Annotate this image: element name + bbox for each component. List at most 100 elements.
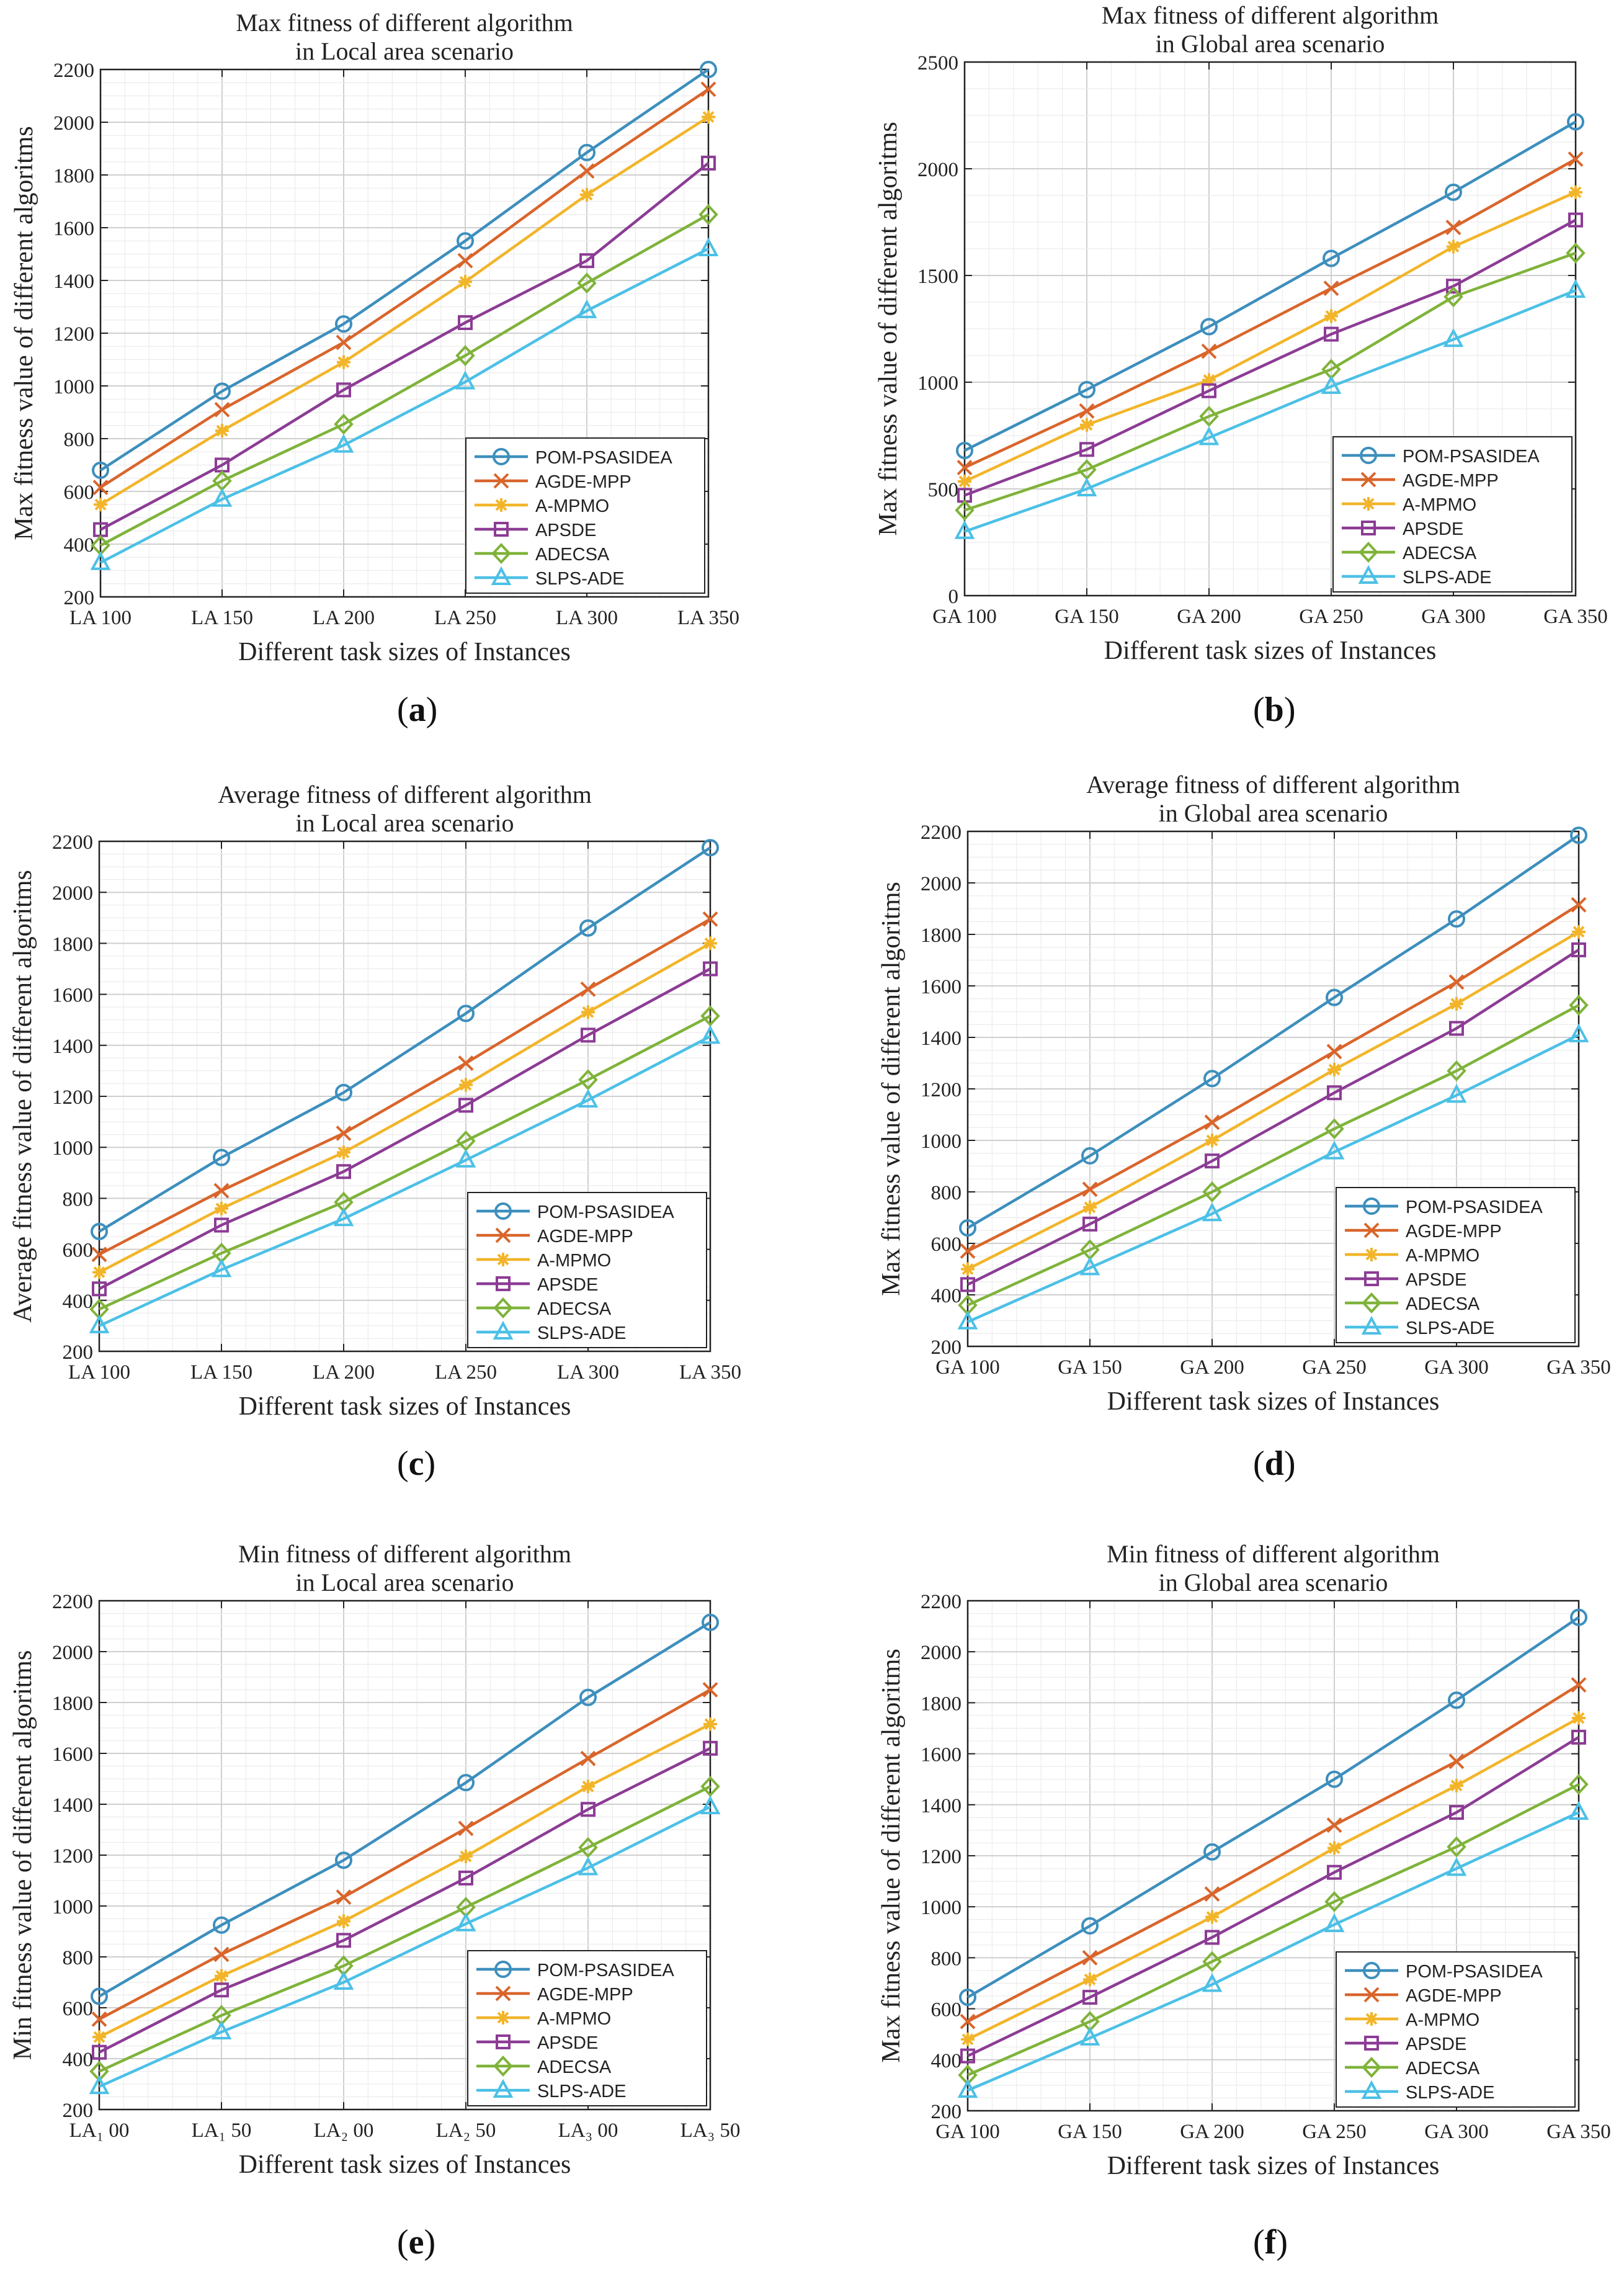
series-line <box>964 289 1576 533</box>
panel-letter: (a) <box>397 691 438 729</box>
data-point <box>1447 1060 1466 1081</box>
data-point <box>333 1207 354 1227</box>
data-point <box>581 1027 596 1043</box>
data-point <box>335 1851 352 1869</box>
data-point <box>211 1258 232 1277</box>
y-tick-label: 600 <box>63 1998 94 2020</box>
data-point <box>578 1069 598 1091</box>
legend-marker <box>1364 1271 1379 1286</box>
chart-subtitle: in Local area scenario <box>295 1568 514 1596</box>
x-tick-label: LA₁ 00 <box>69 2119 130 2142</box>
data-point <box>1076 477 1097 496</box>
data-point <box>336 334 352 351</box>
data-point <box>700 1776 720 1797</box>
legend-marker <box>493 1320 514 1340</box>
data-point <box>957 2078 978 2098</box>
x-tick-label: GA 100 <box>935 1356 1000 1379</box>
series-pom-psasidea <box>959 826 1587 1237</box>
data-point <box>955 499 975 521</box>
legend-entry: POM-PSASIDEA <box>1406 1962 1543 1982</box>
data-point <box>1324 1140 1345 1160</box>
data-point <box>1324 309 1338 323</box>
series-line <box>963 120 1577 452</box>
data-point <box>700 1005 720 1027</box>
panel-letter: (c) <box>397 1444 436 1483</box>
data-point <box>1565 279 1586 298</box>
data-point <box>702 911 718 927</box>
y-tick-label: 1000 <box>917 372 958 395</box>
legend-entry: POM-PSASIDEA <box>537 1202 674 1222</box>
data-point <box>1204 1886 1220 1902</box>
series-line <box>967 949 1580 1286</box>
series-line <box>967 1811 1579 2092</box>
y-tick-label: 800 <box>63 1947 94 1969</box>
data-point <box>960 1277 975 1292</box>
legend-marker <box>1365 2012 1378 2026</box>
series-line <box>964 190 1576 483</box>
series-line <box>98 846 712 1233</box>
legend-entry: APSDE <box>1406 1270 1466 1290</box>
data-point <box>333 1971 354 1990</box>
legend-entry: ADECSA <box>537 1299 612 1319</box>
data-point <box>458 1055 474 1071</box>
series-pom-psasidea <box>91 1613 719 2005</box>
x-tick-label: LA 300 <box>556 607 618 629</box>
y-tick-label: 1200 <box>53 323 94 346</box>
data-point <box>337 1145 350 1160</box>
legend-marker <box>1363 1197 1380 1215</box>
data-point <box>455 345 475 367</box>
legend-marker <box>493 1297 513 1318</box>
y-tick-label: 200 <box>931 2101 962 2123</box>
series-line <box>967 1033 1579 1323</box>
y-tick-label: 800 <box>64 429 95 451</box>
y-axis-label: Max fitness value of different algoritms <box>874 122 903 536</box>
data-point <box>1202 373 1216 387</box>
legend-entry: SLPS-ADE <box>537 2082 626 2101</box>
data-point <box>1202 1973 1223 1992</box>
legend-entry: SLPS-ADE <box>1406 2083 1494 2103</box>
legend-entry: AGDE-MPP <box>535 472 631 492</box>
data-point <box>1443 286 1463 308</box>
data-point <box>1326 1044 1342 1060</box>
series-apsde <box>960 942 1586 1292</box>
legend-marker <box>1362 1292 1381 1313</box>
y-tick-label: 2500 <box>917 52 958 74</box>
y-tick-label: 800 <box>63 1188 94 1210</box>
series-agde-mpp <box>957 151 1584 476</box>
x-tick-label: LA₁ 50 <box>192 2119 252 2142</box>
legend-marker <box>491 566 512 585</box>
data-point <box>1445 183 1462 201</box>
x-tick-label: GA 350 <box>1543 606 1608 628</box>
data-point <box>959 1219 976 1237</box>
data-point <box>1446 279 1461 294</box>
x-tick-label: LA₂ 00 <box>314 2119 374 2142</box>
data-point <box>1078 381 1095 399</box>
data-point <box>1199 406 1219 427</box>
data-point <box>1324 1913 1345 1932</box>
series-a-mpmo <box>94 110 715 512</box>
legend-entry: AGDE-MPP <box>537 1985 633 2005</box>
data-point <box>1205 1930 1220 1945</box>
data-point <box>92 2030 106 2044</box>
data-point <box>1083 1972 1097 1987</box>
legend-marker <box>496 1253 510 1266</box>
y-tick-label: 400 <box>931 1285 962 1307</box>
data-point <box>89 1314 110 1333</box>
data-point <box>92 1265 106 1279</box>
data-point <box>698 237 719 256</box>
data-point <box>957 460 973 476</box>
data-point <box>1324 1891 1344 1912</box>
legend-entry: A-MPMO <box>537 1251 611 1271</box>
data-point <box>458 1820 474 1837</box>
series-line <box>99 1035 712 1327</box>
x-tick-label: LA 350 <box>679 1361 741 1384</box>
data-point <box>337 355 350 369</box>
legend-marker <box>493 473 509 489</box>
legend-entry: APSDE <box>537 2033 598 2053</box>
chart-title: Min fitness of different algorithm <box>1107 1540 1440 1568</box>
data-point <box>337 1914 350 1928</box>
legend-marker <box>1362 497 1375 511</box>
data-point <box>1450 1778 1463 1792</box>
data-point <box>212 488 233 507</box>
chart-panel-f: 200 400 600 800 1000 1200 1400 1600 1800 2000 2200… <box>877 1540 1611 2180</box>
